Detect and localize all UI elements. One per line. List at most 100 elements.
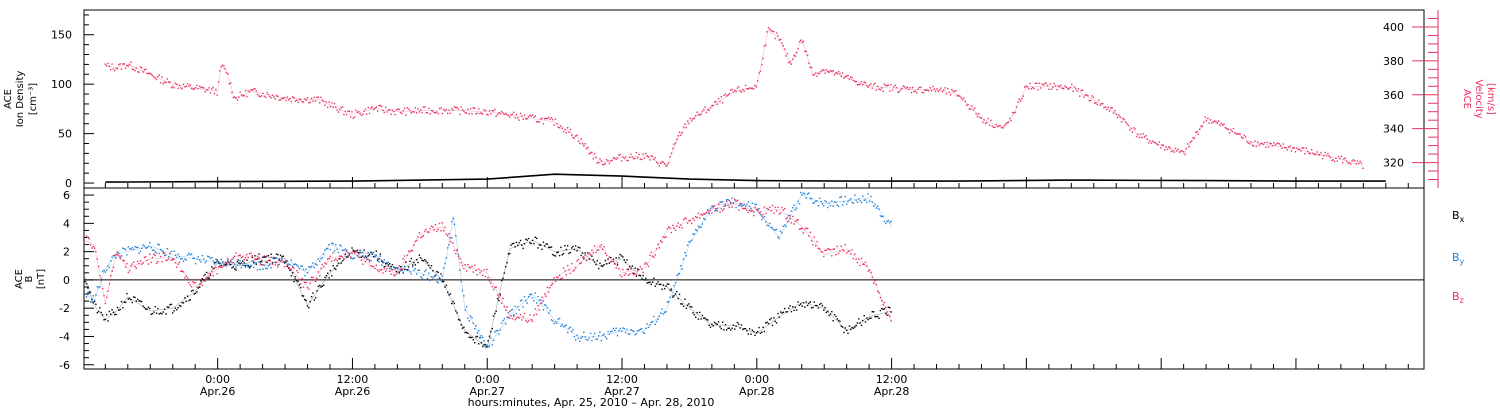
bz-point — [668, 226, 670, 228]
legend: Bx By Bz — [1452, 209, 1465, 305]
velocity-point — [335, 106, 337, 108]
by-point — [236, 264, 239, 266]
bz-point — [619, 274, 621, 276]
velocity-point — [824, 72, 826, 74]
bx-point — [650, 283, 652, 285]
velocity-point — [926, 89, 929, 91]
bx-point — [95, 303, 97, 305]
bx-point — [711, 323, 713, 325]
bx-point — [835, 315, 837, 318]
velocity-point — [742, 89, 744, 91]
velocity-point — [854, 80, 856, 82]
bz-point — [730, 201, 732, 203]
bz-point — [157, 260, 159, 263]
velocity-point — [193, 88, 195, 90]
bz-point — [104, 302, 106, 305]
bz-point — [518, 317, 520, 319]
bx-point — [576, 250, 578, 252]
bx-point — [801, 305, 803, 307]
bx-point — [348, 253, 350, 255]
bx-point — [131, 301, 133, 304]
by-point — [890, 220, 892, 222]
bz-point — [591, 249, 593, 251]
bz-point — [581, 256, 584, 259]
bz-point — [193, 282, 195, 284]
velocity-point — [704, 106, 706, 108]
by-point — [344, 248, 346, 250]
bz-point — [709, 209, 712, 212]
bx-point — [436, 270, 438, 273]
by-point — [645, 327, 647, 329]
bz-point — [221, 266, 224, 268]
by-point — [677, 273, 679, 275]
velocity-point — [533, 116, 535, 118]
velocity-point — [986, 121, 988, 124]
velocity-point — [254, 88, 256, 90]
velocity-point — [1172, 149, 1174, 152]
by-point — [510, 309, 512, 311]
bx-point — [775, 322, 778, 324]
by-point — [302, 268, 305, 271]
by-point — [521, 299, 523, 301]
velocity-point — [279, 99, 282, 101]
velocity-point — [1181, 150, 1183, 152]
velocity-point — [808, 62, 810, 64]
bz-point — [325, 263, 328, 265]
bx-point — [227, 261, 229, 263]
bx-point — [626, 259, 628, 261]
velocity-point — [300, 98, 302, 101]
velocity-point — [1242, 137, 1244, 139]
bz-point — [607, 258, 609, 261]
velocity-point — [1085, 94, 1088, 96]
by-point — [138, 252, 140, 254]
velocity-point — [1151, 140, 1154, 142]
by-point — [503, 318, 505, 320]
bx-point — [193, 293, 195, 295]
bz-point — [724, 205, 727, 207]
bz-point — [819, 248, 821, 250]
bz-point — [199, 283, 201, 285]
velocity-point — [173, 87, 175, 89]
by-point — [611, 330, 613, 332]
velocity-point — [1203, 121, 1205, 123]
by-point — [95, 294, 97, 296]
velocity-point — [660, 162, 662, 164]
velocity-point — [1165, 146, 1167, 148]
velocity-point — [1084, 94, 1086, 96]
bz-point — [637, 270, 639, 272]
by-point — [471, 317, 473, 319]
legend-by-name: B — [1452, 251, 1460, 264]
time-tick-label: 12:00 — [606, 373, 638, 386]
by-point — [382, 261, 384, 263]
velocity-point — [837, 71, 840, 73]
by-point — [511, 308, 514, 311]
bz-point — [371, 265, 373, 268]
velocity-point — [996, 126, 999, 128]
bx-point — [870, 317, 872, 319]
bx-point — [763, 330, 766, 333]
by-point — [513, 314, 515, 316]
bz-point — [256, 255, 259, 257]
velocity-point — [1244, 136, 1247, 138]
by-point — [290, 259, 292, 261]
velocity-point — [558, 127, 561, 129]
by-point — [159, 248, 162, 251]
bz-point — [366, 258, 368, 261]
velocity-point — [302, 101, 305, 103]
by-point — [101, 270, 104, 273]
by-point — [155, 252, 158, 254]
bx-point — [449, 293, 452, 295]
velocity-point — [155, 78, 158, 81]
velocity-point — [1343, 158, 1345, 160]
bz-point — [731, 206, 733, 208]
velocity-point — [732, 91, 735, 93]
velocity-point — [793, 54, 795, 56]
velocity-point — [1083, 96, 1085, 98]
by-point — [808, 192, 810, 194]
velocity-point — [387, 109, 390, 111]
velocity-axis-title-line2: Velocity — [1473, 79, 1484, 118]
velocity-point — [553, 124, 555, 126]
bz-point — [716, 210, 718, 212]
velocity-point — [990, 119, 992, 122]
by-point — [337, 251, 340, 254]
